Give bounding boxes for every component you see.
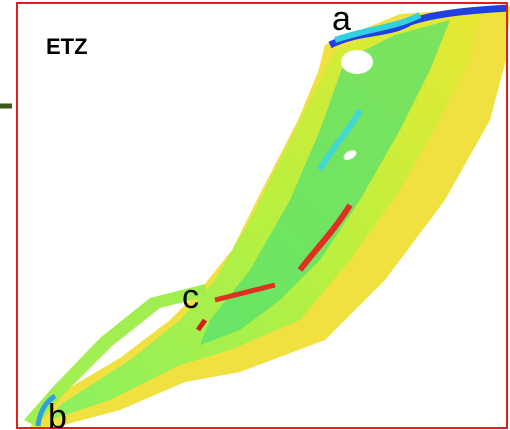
point-label: c [182,278,199,316]
point-label: b [48,398,67,430]
title: ETZ [46,34,88,59]
island [341,50,373,74]
point-label: a [332,0,351,38]
page: ETZ a b c [0,0,510,430]
map: ETZ a b c [0,0,510,430]
